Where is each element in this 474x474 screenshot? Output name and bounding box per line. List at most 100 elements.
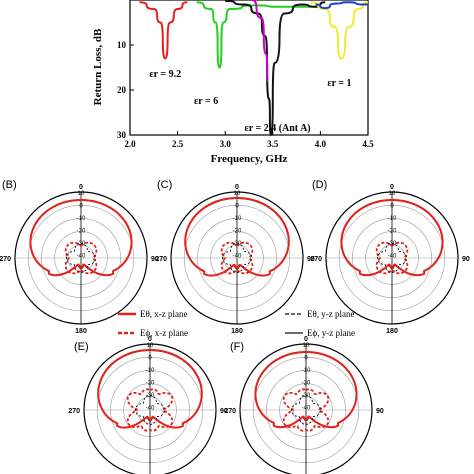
angle-label: 0	[235, 184, 239, 191]
x-tick-label: 2.5	[172, 139, 184, 149]
pattern-ephi-xz	[64, 241, 98, 275]
radial-tick-label: -20	[388, 229, 397, 235]
radial-tick-label: -30	[233, 241, 242, 247]
x-tick-label: 4.5	[362, 139, 374, 149]
legend-label-0: Eθ, x-z plane	[140, 309, 188, 319]
pattern-ephi-yz	[66, 243, 96, 273]
pattern-etheta-xz	[97, 348, 203, 429]
panel-label: (F)	[230, 341, 244, 353]
legend: Eθ, x-z plane Eϕ, x-z plane Eθ, y-z plane E…	[118, 309, 355, 338]
x-tick-label: 3.0	[220, 139, 232, 149]
angle-label: 90	[220, 408, 228, 415]
legend-label-2: Eθ, y-z plane	[307, 309, 355, 319]
pattern-ephi-xz	[220, 241, 254, 275]
radial-tick-label: -30	[146, 393, 155, 399]
panel-label: (C)	[157, 179, 172, 191]
x-tick-label: 4.0	[315, 139, 327, 149]
radial-tick-label: 0	[79, 204, 83, 210]
angle-label: 270	[310, 256, 322, 263]
x-axis-label: Frequency, GHz	[211, 153, 288, 165]
pattern-ephi-yz	[135, 395, 165, 425]
angle-label: 180	[386, 328, 398, 335]
radial-tick-label: 0	[390, 204, 394, 210]
panel-label: (E)	[74, 341, 89, 353]
x-tick-label: 2.0	[124, 139, 136, 149]
angle-label: 90	[376, 408, 384, 415]
angle-label: 0	[304, 336, 308, 343]
radial-tick-label: -40	[146, 406, 155, 412]
radial-tick-label: -10	[77, 216, 86, 222]
radial-tick-label: -30	[302, 393, 311, 399]
angle-label: 90	[307, 256, 315, 263]
angle-label: 270	[224, 408, 236, 415]
series-annotation-1: εr = 6	[194, 96, 218, 107]
radial-tick-label: -10	[388, 216, 397, 222]
return-loss-chart: 2.0 2.5 3.0 3.5 4.0 4.5 10 20 30 Frequency, GHz…	[92, 0, 374, 165]
y-tick-label: 20	[117, 85, 127, 95]
radial-tick-label: -40	[388, 254, 397, 260]
radial-tick-label: -40	[233, 254, 242, 260]
radial-tick-label: 10	[303, 343, 310, 349]
series-line-4	[251, 0, 269, 82]
series-line-1	[196, 1, 321, 69]
radial-tick-label: 10	[389, 191, 396, 197]
radial-tick-label: -10	[146, 368, 155, 374]
radial-tick-label: -20	[302, 381, 311, 387]
radial-tick-label: -20	[77, 229, 86, 235]
angle-label: 270	[155, 256, 167, 263]
radial-tick-label: 0	[235, 204, 239, 210]
radial-tick-label: 0	[148, 356, 152, 362]
y-tick-label: 30	[117, 130, 127, 140]
pattern-ephi-xz	[375, 241, 409, 275]
panel-label: (D)	[312, 179, 327, 191]
angle-label: 0	[148, 336, 152, 343]
radial-tick-label: -20	[233, 229, 242, 235]
series-line-3	[310, 1, 369, 60]
panel-label: (B)	[2, 179, 17, 191]
radial-tick-label: 10	[147, 343, 154, 349]
series-line-5	[315, 1, 368, 10]
y-axis-label: Return Loss, dB	[92, 28, 104, 105]
series-annotation-3: εr = 1	[327, 78, 351, 89]
radial-tick-label: -30	[77, 241, 86, 247]
radial-tick-label: -10	[233, 216, 242, 222]
pattern-ephi-yz	[377, 243, 407, 273]
angle-label: 0	[79, 184, 83, 191]
radial-tick-label: 10	[78, 191, 85, 197]
angle-label: 270	[0, 256, 11, 263]
pattern-ephi-yz	[222, 243, 252, 273]
angle-label: 90	[151, 256, 159, 263]
radial-tick-label: -30	[388, 241, 397, 247]
radial-tick-label: -20	[146, 381, 155, 387]
radial-tick-label: -40	[302, 406, 311, 412]
angle-label: 180	[231, 328, 243, 335]
pattern-ephi-yz	[291, 395, 321, 425]
y-tick-label: 10	[117, 40, 127, 50]
pattern-ephi-xz	[282, 388, 330, 432]
radial-tick-label: 0	[304, 356, 308, 362]
pattern-etheta-xz	[340, 198, 444, 277]
angle-label: 180	[75, 328, 87, 335]
legend-label-1: Eϕ, x-z plane	[140, 328, 188, 338]
angle-label: 90	[462, 256, 470, 263]
pattern-etheta-xz	[254, 350, 358, 429]
angle-label: 0	[390, 184, 394, 191]
series-annotation-0: εr = 9.2	[149, 69, 181, 80]
pattern-etheta-xz	[184, 196, 290, 277]
radial-tick-label: -10	[302, 368, 311, 374]
angle-label: 270	[68, 408, 80, 415]
series-annotation-2: εr = 2.4 (Ant A)	[244, 123, 310, 134]
x-tick-label: 3.5	[267, 139, 279, 149]
radial-tick-label: -40	[77, 254, 86, 260]
pattern-ephi-xz	[126, 388, 174, 432]
radial-tick-label: 10	[234, 191, 241, 197]
plot-frame	[129, 0, 369, 136]
pattern-etheta-xz	[29, 198, 133, 277]
series-line-0	[139, 1, 188, 60]
